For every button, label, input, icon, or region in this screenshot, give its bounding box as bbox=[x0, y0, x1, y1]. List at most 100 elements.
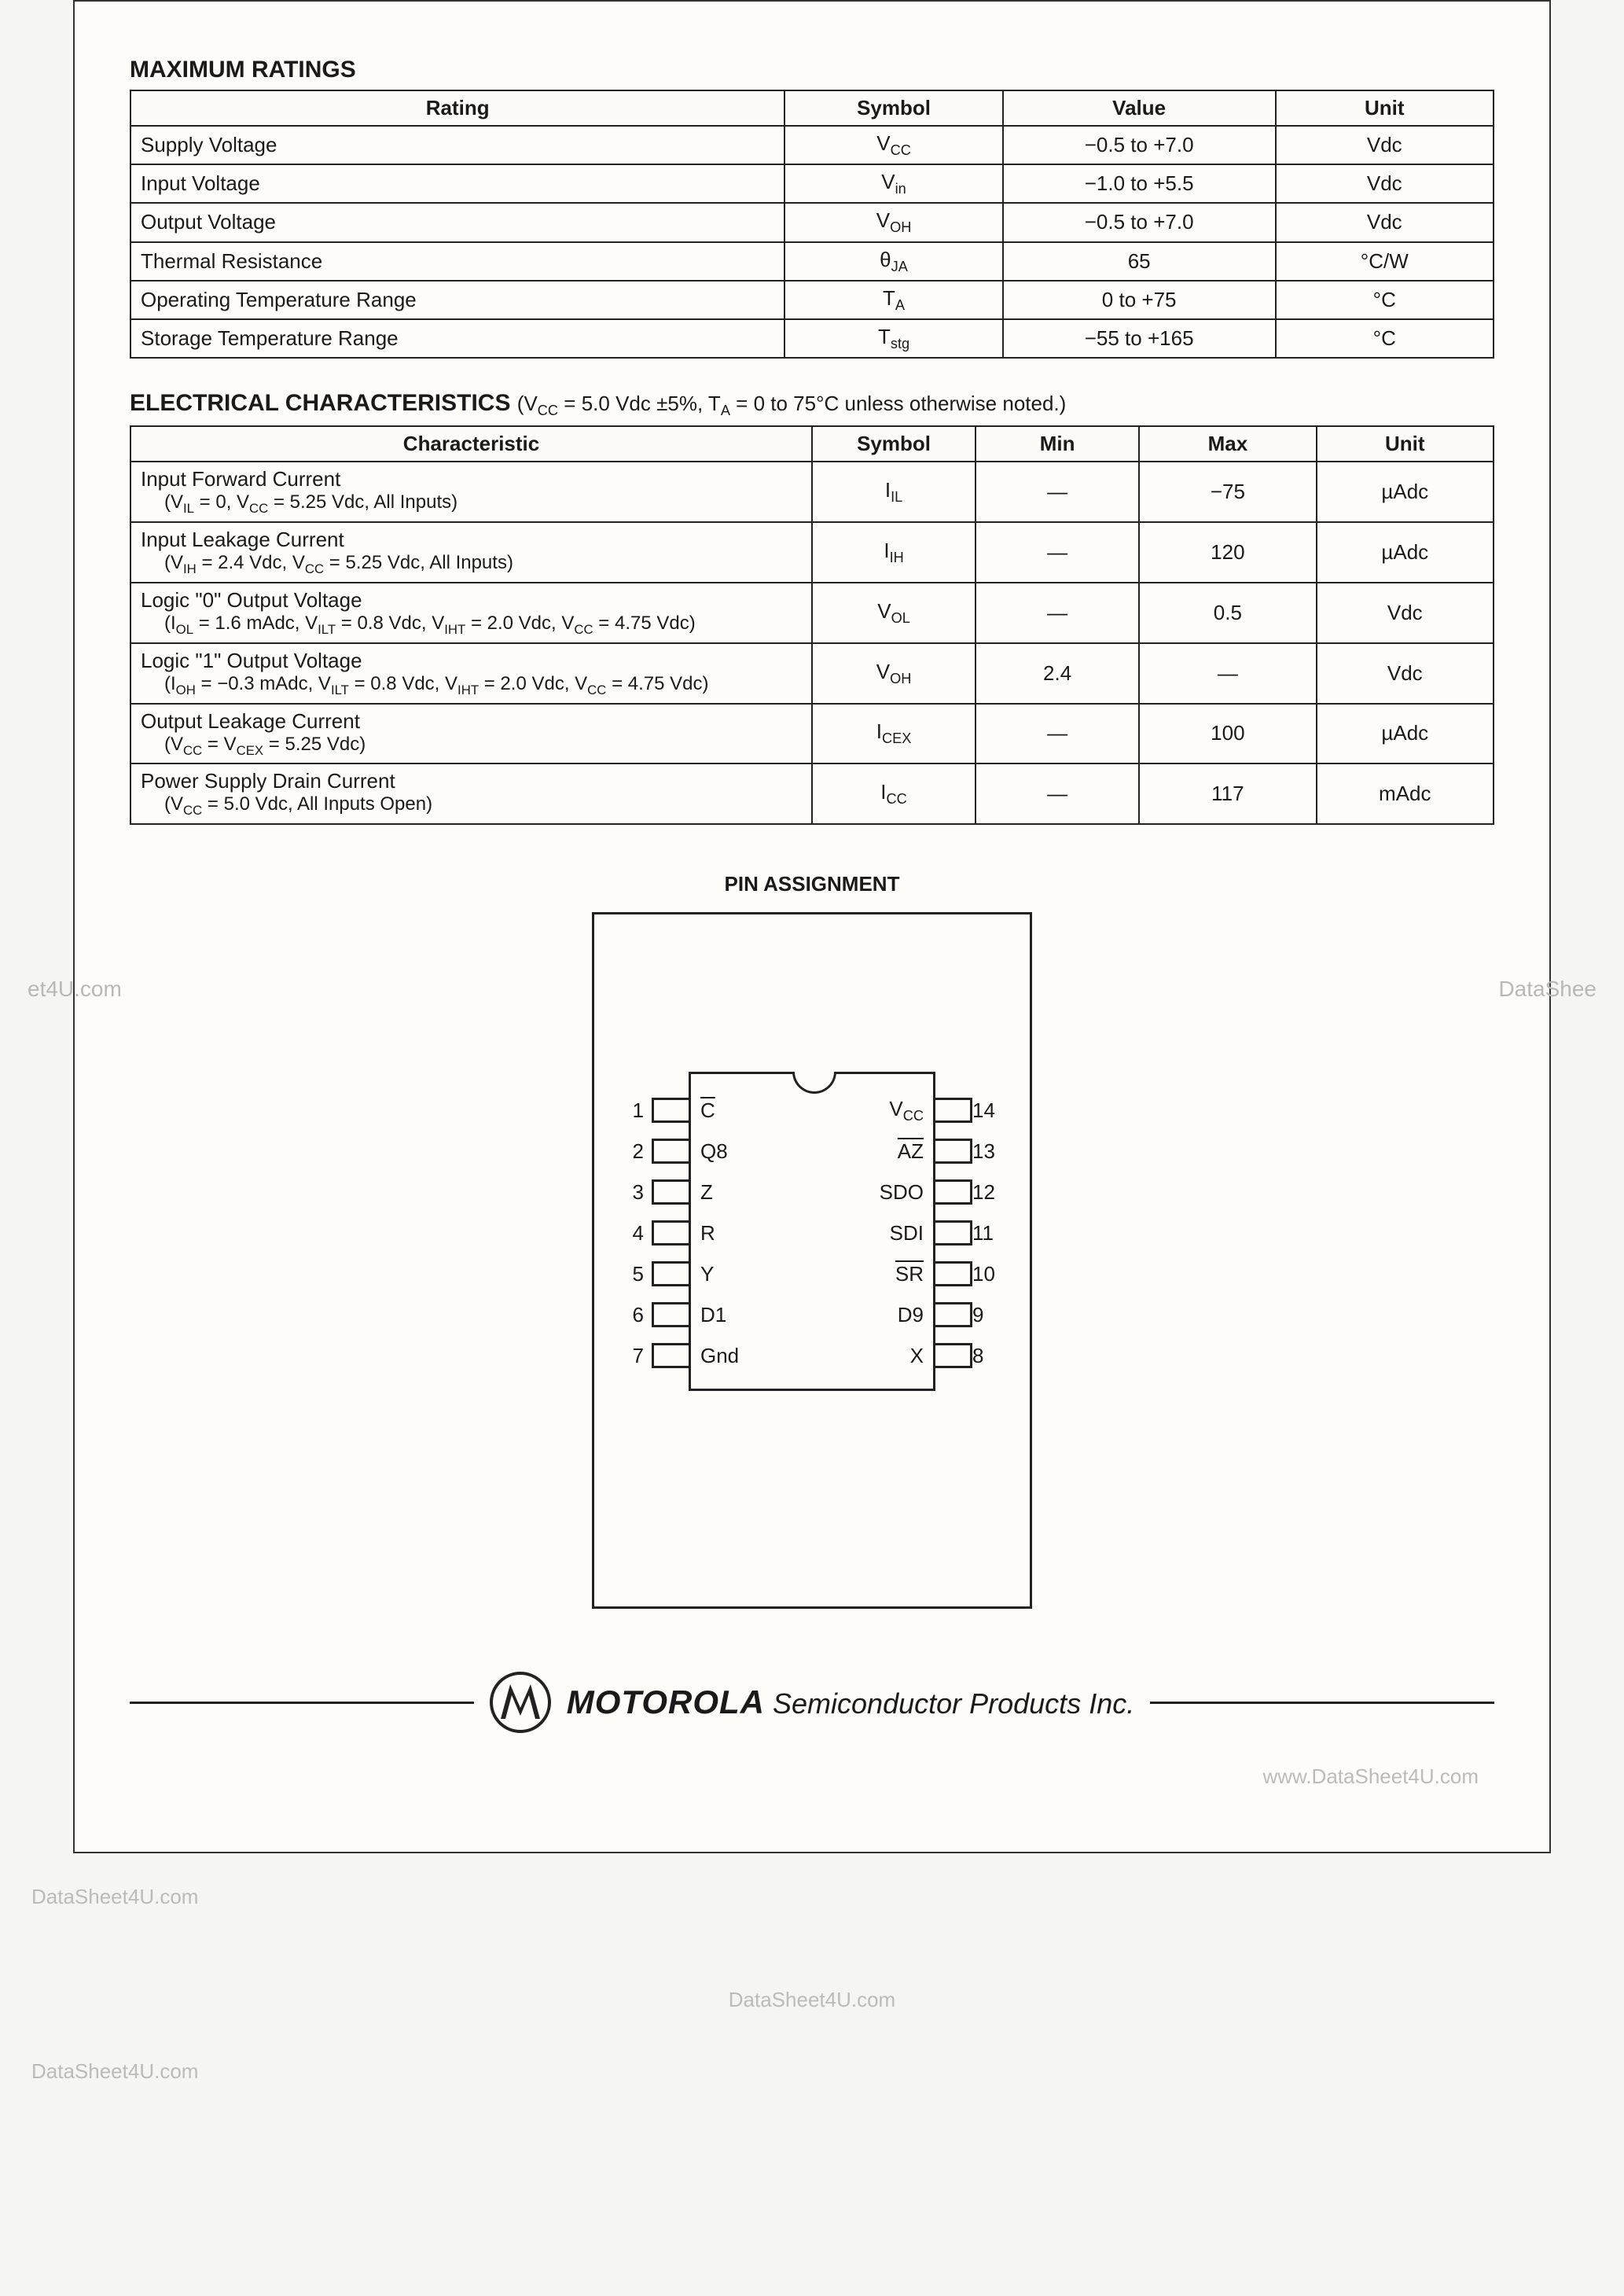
max-cell: −75 bbox=[1139, 462, 1316, 522]
rating-cell: Operating Temperature Range bbox=[130, 281, 784, 319]
symbol-cell: IIL bbox=[812, 462, 976, 522]
pin-label: Gnd bbox=[700, 1344, 739, 1368]
unit-cell: Vdc bbox=[1276, 203, 1494, 241]
table-header: Symbol bbox=[812, 426, 976, 462]
table-header: Value bbox=[1003, 90, 1276, 126]
pin-row: 3ZSDO12 bbox=[691, 1170, 933, 1214]
table-header: Characteristic bbox=[130, 426, 812, 462]
table-header: Symbol bbox=[784, 90, 1002, 126]
pin-number: 9 bbox=[972, 1303, 1004, 1327]
characteristic-cell: Output Leakage Current(VCC = VCEX = 5.25… bbox=[130, 704, 812, 764]
pin-number: 14 bbox=[972, 1098, 1004, 1123]
value-cell: −0.5 to +7.0 bbox=[1003, 126, 1276, 164]
pin-row: 5YSR10 bbox=[691, 1252, 933, 1296]
watermark: www.DataSheet4U.com bbox=[145, 1764, 1479, 1789]
unit-cell: µAdc bbox=[1317, 462, 1494, 522]
symbol-cell: Vin bbox=[784, 164, 1002, 203]
footer-rule-right bbox=[1150, 1702, 1494, 1704]
unit-cell: Vdc bbox=[1276, 126, 1494, 164]
watermark: et4U.com bbox=[28, 977, 122, 1002]
pin-lead-icon bbox=[935, 1220, 972, 1246]
pin-label: X bbox=[910, 1344, 924, 1368]
motorola-logo-icon bbox=[490, 1672, 551, 1733]
pin-lead-icon bbox=[652, 1179, 689, 1205]
symbol-cell: IIH bbox=[812, 522, 976, 583]
value-cell: 0 to +75 bbox=[1003, 281, 1276, 319]
max-cell: 100 bbox=[1139, 704, 1316, 764]
unit-cell: °C bbox=[1276, 281, 1494, 319]
pin-label: SR bbox=[895, 1262, 924, 1286]
elec-char-title: ELECTRICAL CHARACTERISTICS (VCC = 5.0 Vd… bbox=[130, 390, 1494, 419]
pin-number: 5 bbox=[620, 1262, 644, 1286]
datasheet-page: www.DataSheet4U.com et4U.com DataSheet4U… bbox=[73, 0, 1551, 1853]
pin-number: 2 bbox=[620, 1139, 644, 1164]
elec-char-table: CharacteristicSymbolMinMaxUnitInput Forw… bbox=[130, 425, 1494, 825]
chip-body: 1CVCC142Q8AZ133ZSDO124RSDI115YSR106D1D99… bbox=[689, 1072, 935, 1391]
symbol-cell: ICC bbox=[812, 763, 976, 824]
table-header: Unit bbox=[1317, 426, 1494, 462]
pin-row: 6D1D99 bbox=[691, 1293, 933, 1337]
pin-assignment-block: PIN ASSIGNMENT 1CVCC142Q8AZ133ZSDO124RSD… bbox=[592, 872, 1032, 1609]
symbol-cell: VOL bbox=[812, 583, 976, 643]
pin-label: VCC bbox=[889, 1097, 924, 1124]
watermark: DataSheet4U.com bbox=[16, 1988, 1608, 2012]
max-cell: 120 bbox=[1139, 522, 1316, 583]
symbol-cell: θJA bbox=[784, 242, 1002, 281]
min-cell: — bbox=[976, 704, 1139, 764]
unit-cell: mAdc bbox=[1317, 763, 1494, 824]
max-cell: 0.5 bbox=[1139, 583, 1316, 643]
table-header: Min bbox=[976, 426, 1139, 462]
pin-number: 4 bbox=[620, 1221, 644, 1246]
value-cell: −0.5 to +7.0 bbox=[1003, 203, 1276, 241]
footer: MOTOROLA Semiconductor Products Inc. bbox=[130, 1672, 1494, 1733]
pin-row: 1CVCC14 bbox=[691, 1088, 933, 1132]
watermark: DataShee bbox=[1498, 977, 1596, 1002]
table-row: Power Supply Drain Current(VCC = 5.0 Vdc… bbox=[130, 763, 1494, 824]
table-row: Storage Temperature RangeTstg−55 to +165… bbox=[130, 319, 1494, 358]
unit-cell: °C/W bbox=[1276, 242, 1494, 281]
table-row: Input VoltageVin−1.0 to +5.5Vdc bbox=[130, 164, 1494, 203]
pin-lead-icon bbox=[935, 1261, 972, 1286]
pin-lead-icon bbox=[652, 1139, 689, 1164]
pin-label: SDI bbox=[890, 1221, 924, 1246]
pin-lead-icon bbox=[652, 1261, 689, 1286]
unit-cell: Vdc bbox=[1317, 643, 1494, 704]
pin-label: SDO bbox=[880, 1180, 924, 1205]
pin-number: 3 bbox=[620, 1180, 644, 1205]
pin-lead-icon bbox=[652, 1098, 689, 1123]
min-cell: 2.4 bbox=[976, 643, 1139, 704]
pin-number: 6 bbox=[620, 1303, 644, 1327]
max-ratings-table: RatingSymbolValueUnitSupply VoltageVCC−0… bbox=[130, 90, 1494, 359]
pin-number: 1 bbox=[620, 1098, 644, 1123]
table-row: Thermal ResistanceθJA65°C/W bbox=[130, 242, 1494, 281]
pin-label: Z bbox=[700, 1180, 713, 1205]
rating-cell: Supply Voltage bbox=[130, 126, 784, 164]
max-ratings-title: MAXIMUM RATINGS bbox=[130, 57, 1494, 83]
unit-cell: °C bbox=[1276, 319, 1494, 358]
pin-lead-icon bbox=[935, 1179, 972, 1205]
table-header: Max bbox=[1139, 426, 1316, 462]
pin-number: 8 bbox=[972, 1344, 1004, 1368]
min-cell: — bbox=[976, 763, 1139, 824]
pin-number: 11 bbox=[972, 1221, 1004, 1246]
pin-number: 12 bbox=[972, 1180, 1004, 1205]
pin-lead-icon bbox=[652, 1302, 689, 1327]
unit-cell: µAdc bbox=[1317, 704, 1494, 764]
characteristic-cell: Logic "1" Output Voltage(IOH = −0.3 mAdc… bbox=[130, 643, 812, 704]
min-cell: — bbox=[976, 522, 1139, 583]
symbol-cell: VOH bbox=[812, 643, 976, 704]
pin-lead-icon bbox=[652, 1343, 689, 1368]
table-row: Input Leakage Current(VIH = 2.4 Vdc, VCC… bbox=[130, 522, 1494, 583]
max-cell: 117 bbox=[1139, 763, 1316, 824]
pin-number: 7 bbox=[620, 1344, 644, 1368]
pin-assignment-title: PIN ASSIGNMENT bbox=[592, 872, 1032, 896]
rating-cell: Input Voltage bbox=[130, 164, 784, 203]
pin-label: Q8 bbox=[700, 1139, 728, 1164]
pin-label: Y bbox=[700, 1262, 714, 1286]
value-cell: 65 bbox=[1003, 242, 1276, 281]
pin-label: D9 bbox=[898, 1303, 924, 1327]
pin-lead-icon bbox=[935, 1343, 972, 1368]
table-row: Output VoltageVOH−0.5 to +7.0Vdc bbox=[130, 203, 1494, 241]
table-row: Operating Temperature RangeTA0 to +75°C bbox=[130, 281, 1494, 319]
min-cell: — bbox=[976, 583, 1139, 643]
